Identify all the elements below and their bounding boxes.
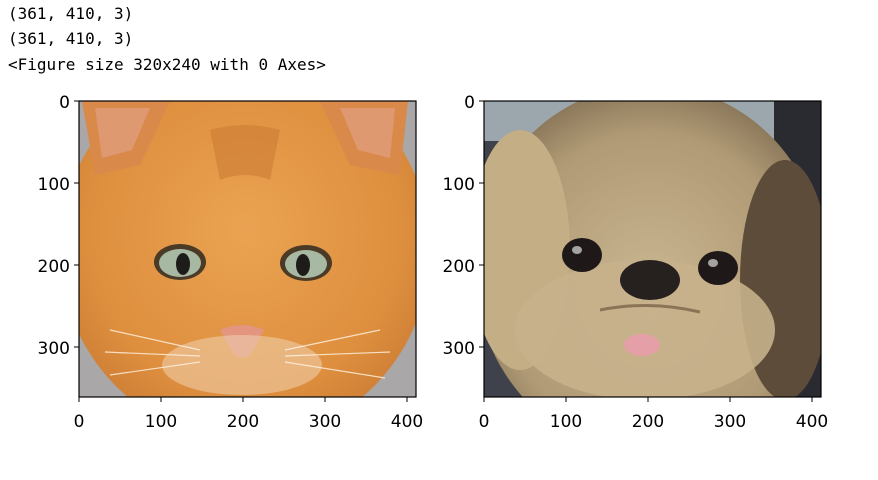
axes-2-ytick-label: 200 (443, 257, 475, 277)
axes-2-xtick-label: 100 (550, 412, 582, 432)
axes-1-xtick-label: 100 (145, 412, 177, 432)
axes-1-xtick-label: 400 (391, 412, 423, 432)
axes-2-xtick-label: 300 (714, 412, 746, 432)
dog-image (484, 101, 821, 397)
axes-2-xtick-label: 0 (479, 412, 490, 432)
axes-2-xtick-label: 400 (796, 412, 828, 432)
axes-1-ytick-label: 0 (59, 93, 70, 113)
output-line-1: (361, 410, 3) (8, 4, 134, 23)
axes-1-yticks (74, 100, 79, 348)
output-line-2: (361, 410, 3) (8, 29, 134, 48)
output-line-3: <Figure size 320x240 with 0 Axes> (8, 55, 326, 74)
axes-1-frame (78, 100, 417, 398)
kitten-image (79, 101, 416, 397)
axes-2-yticks (479, 100, 484, 348)
axes-1-ytick-label: 300 (38, 339, 70, 359)
axes-1-xticks (78, 397, 408, 402)
axes-1-xtick-label: 0 (74, 412, 85, 432)
axes-1-ytick-label: 200 (38, 257, 70, 277)
axes-2-ytick-label: 0 (464, 93, 475, 113)
axes-1-ytick-label: 100 (38, 175, 70, 195)
axes-2-ytick-label: 300 (443, 339, 475, 359)
axes-2-xticks (483, 397, 813, 402)
axes-1-xtick-label: 300 (309, 412, 341, 432)
axes-1-xtick-label: 200 (227, 412, 259, 432)
axes-2-xtick-label: 200 (632, 412, 664, 432)
axes-2-frame (483, 100, 822, 398)
axes-2-ytick-label: 100 (443, 175, 475, 195)
